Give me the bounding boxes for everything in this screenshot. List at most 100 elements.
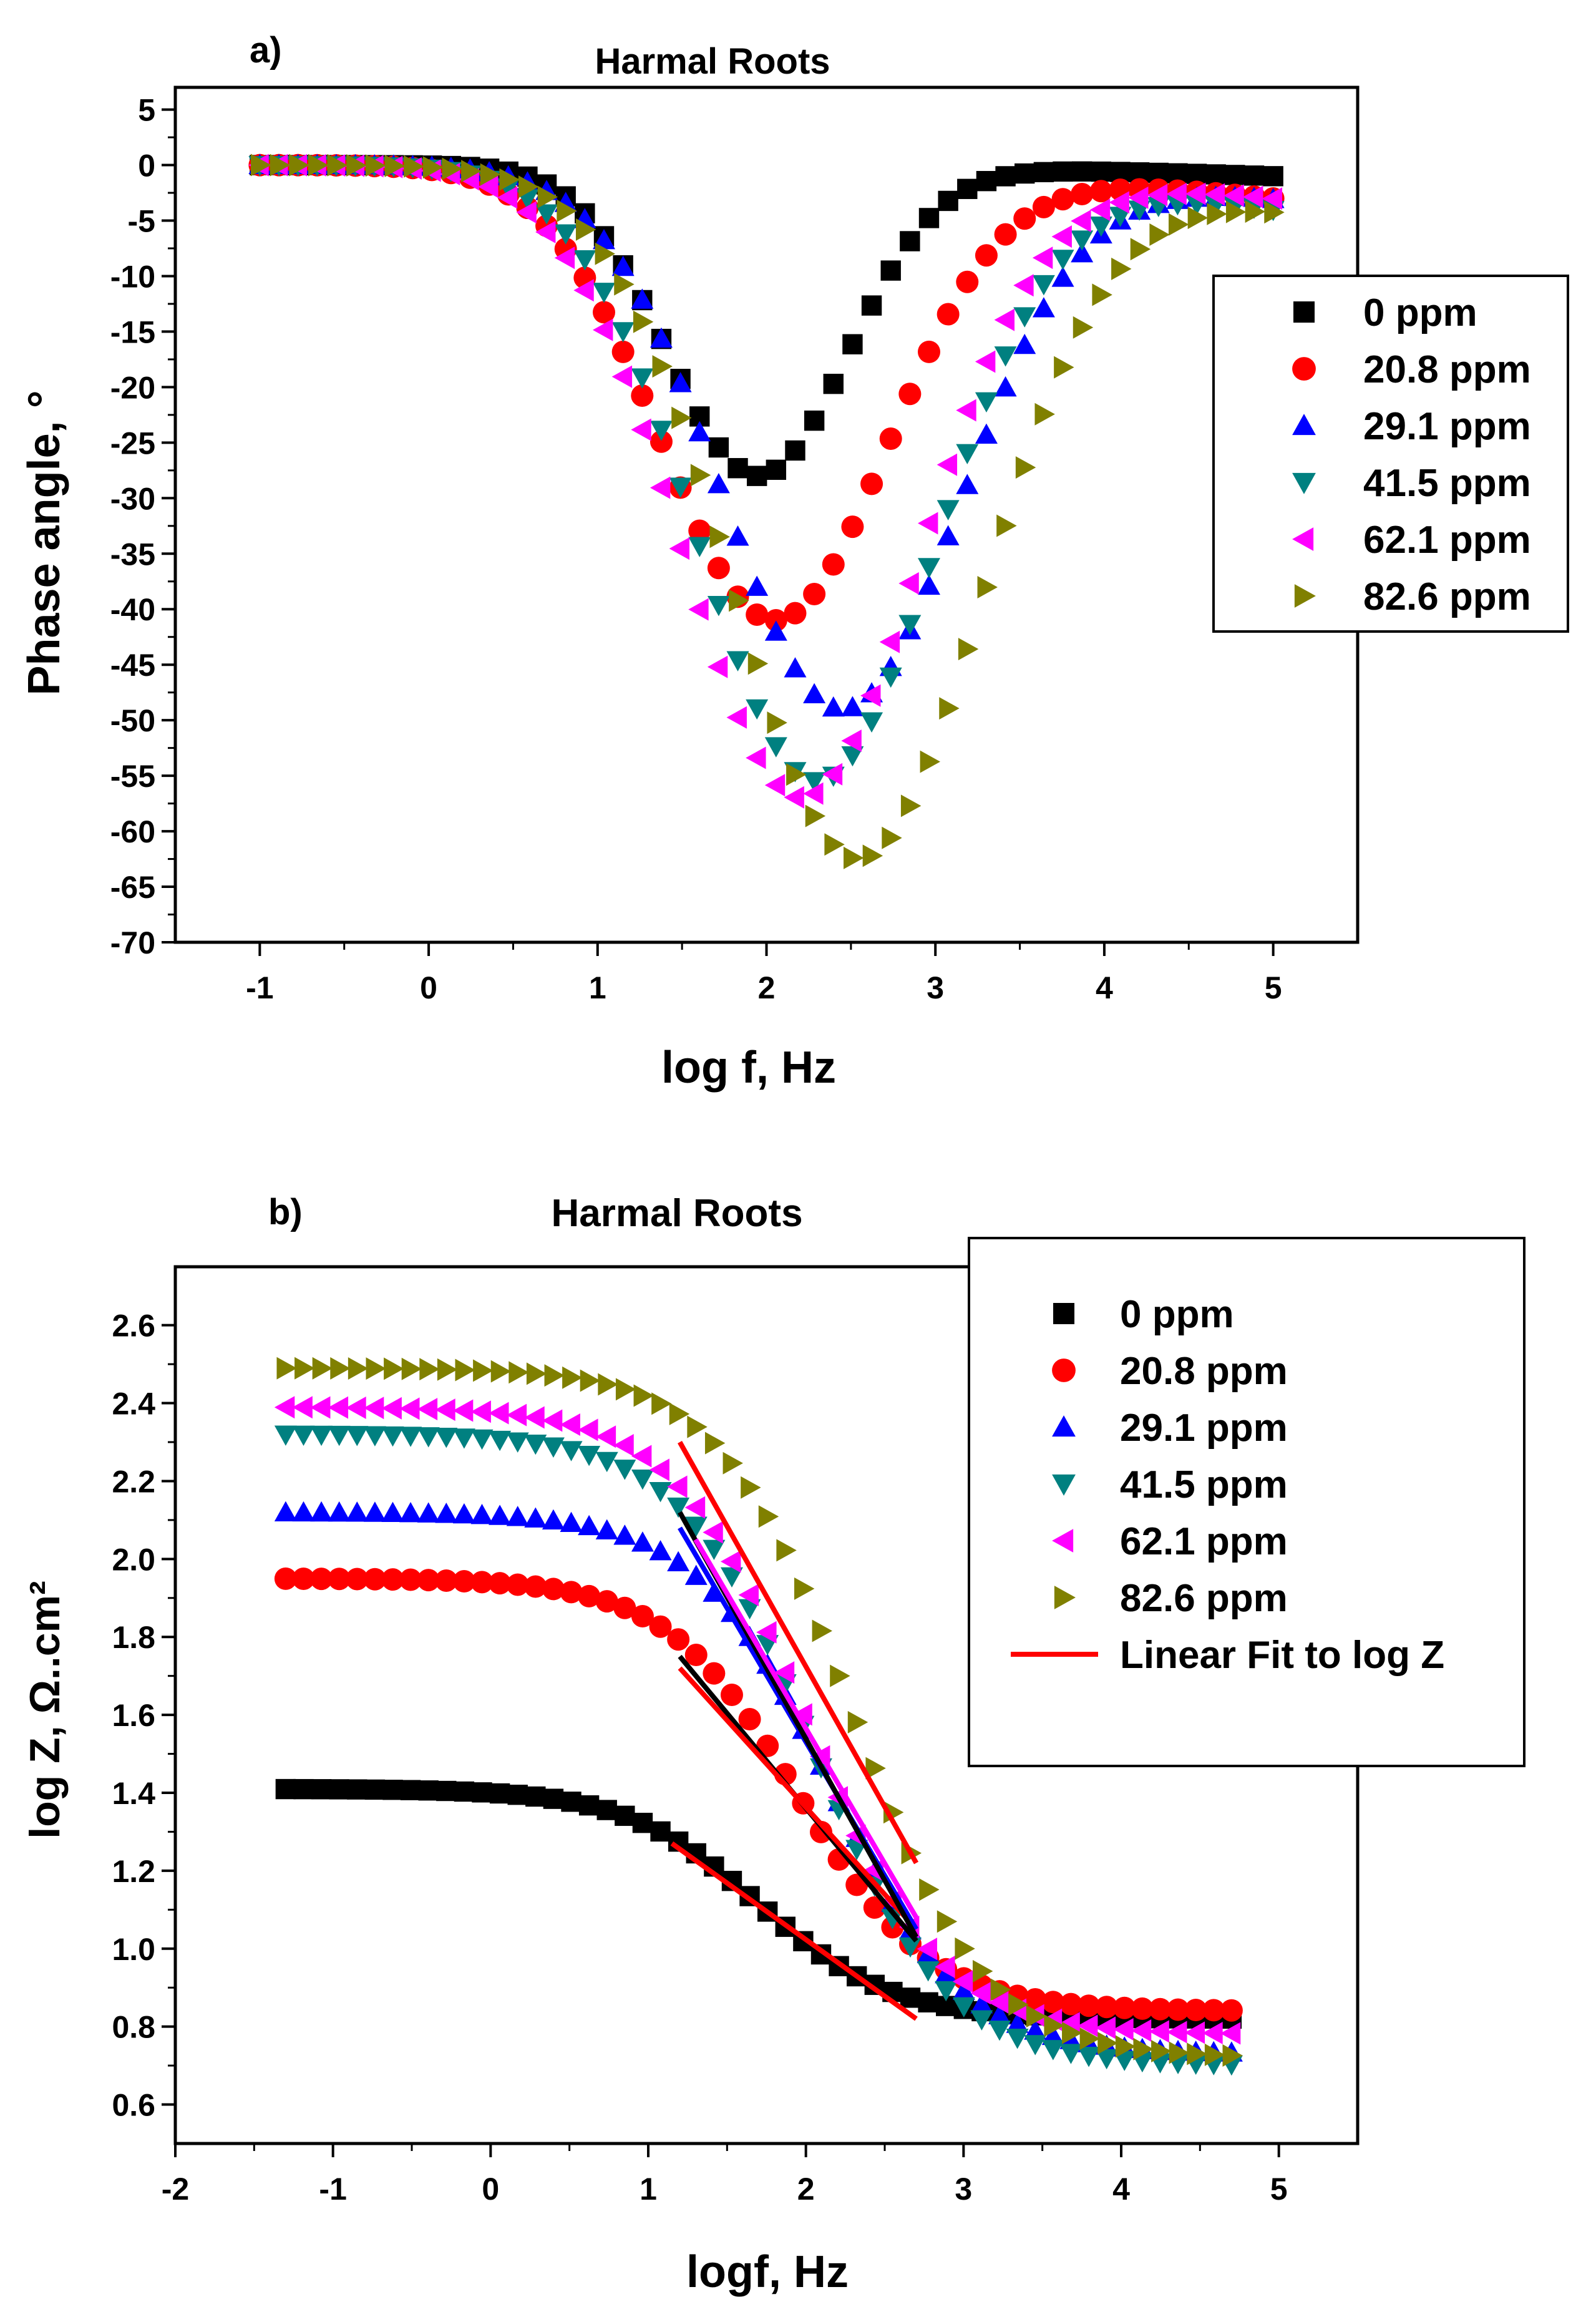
data-point [1053,161,1073,182]
data-point [1130,238,1151,261]
y-tick-label: -40 [110,592,155,627]
data-point [774,1661,795,1684]
y-tick-label: -35 [110,537,155,572]
data-point [1115,2035,1136,2058]
data-point [667,1551,690,1572]
data-point [803,772,826,793]
data-point [506,1573,529,1596]
data-point [480,163,501,186]
data-point [364,1779,386,1800]
data-point [841,746,864,767]
data-point [1169,2041,1190,2064]
data-point [1013,307,1036,328]
data-point [1034,402,1055,426]
legend-label: 62.1 ppm [1363,519,1531,562]
data-point [863,1896,886,1919]
data-point [937,500,960,520]
data-point [917,574,940,595]
y-tick-label: 1.2 [112,1854,155,1889]
data-point [990,1978,1011,2001]
data-point [631,1445,652,1468]
data-point [1089,216,1112,237]
data-point [435,1503,458,1523]
data-point [995,166,1016,187]
series-62-1ppm [274,1396,1241,2045]
legend-marker [1292,472,1316,494]
data-point [860,712,883,733]
data-point [292,1396,313,1419]
data-point [1184,1998,1207,2021]
data-point [543,1788,564,1809]
data-point [578,1445,601,1466]
data-point [1062,2021,1083,2044]
data-point [688,598,709,621]
data-point [1041,1991,1064,2014]
data-point [975,350,996,373]
data-point [746,466,767,486]
data-point [823,373,844,394]
data-point [593,301,616,324]
panel-a-x-axis-label: log f, Hz [661,1043,836,1093]
data-point [957,178,978,199]
data-point [1013,274,1034,297]
data-point [575,218,596,241]
data-point [1169,213,1189,236]
data-point [1151,2040,1172,2063]
data-point [611,340,635,363]
y-tick-label: -25 [110,426,155,461]
data-point [363,1397,384,1420]
data-point [900,794,922,817]
data-point [937,1910,958,1933]
x-tick-label: -1 [319,2172,346,2207]
panel-b-x-axis: -2 -1 0 1 2 3 4 5 [162,2144,1288,2207]
data-point [764,608,787,632]
data-point [454,1781,475,1802]
data-point [970,1993,993,2014]
data-point [1041,2024,1064,2046]
series-82-6ppm [250,154,1285,869]
data-point [346,1426,369,1446]
data-point [363,1568,386,1591]
data-point [292,1501,315,1522]
data-point [365,154,386,177]
data-point [1149,2020,1169,2043]
data-point [994,376,1017,397]
data-point [649,1615,672,1638]
data-point [595,242,616,265]
data-point [473,1359,494,1382]
fit-line [678,1441,919,1865]
panel-b-x-axis-label: logf, Hz [686,2247,849,2297]
y-tick-label: 1.0 [112,1932,155,1967]
data-point [399,1568,422,1591]
y-tick-label: -20 [110,370,155,405]
data-point [684,1496,706,1519]
data-point [310,1501,333,1522]
y-tick-label: 0.8 [112,2010,155,2045]
y-tick-label: -5 [128,204,155,239]
data-point [917,340,940,363]
fit-line [678,1666,918,1931]
data-point [824,833,845,856]
data-point [632,1813,653,1833]
panel-a-data-points [248,154,1285,869]
data-point [560,1413,580,1436]
data-point [880,260,901,281]
data-point [631,1470,654,1490]
data-point [470,1429,494,1450]
data-point [437,1358,458,1381]
legend-label: 41.5 ppm [1120,1463,1288,1506]
data-point [809,1820,832,1843]
data-point [720,1684,743,1707]
data-point [784,602,807,625]
data-point [1091,161,1112,182]
data-point [920,750,940,773]
data-point [1032,275,1055,296]
data-point [667,1628,690,1651]
data-point [1204,2043,1225,2066]
data-point [727,458,748,479]
data-point [952,1997,975,2018]
data-point [703,1539,726,1560]
data-point [881,1909,904,1929]
data-point [578,1514,601,1536]
y-tick-label: -30 [110,481,155,516]
